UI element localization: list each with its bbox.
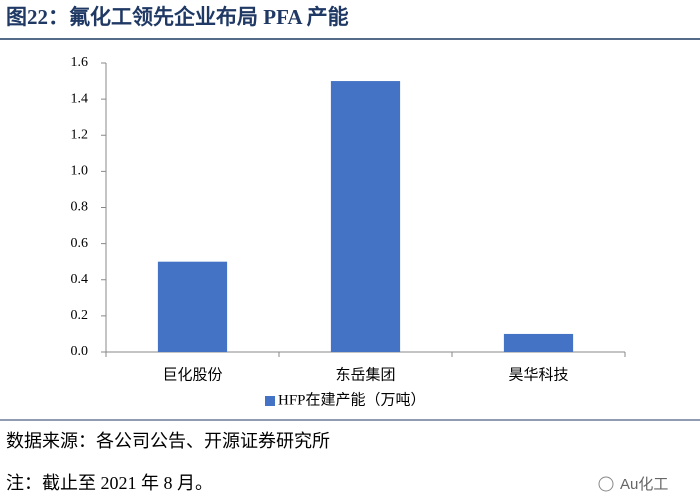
y-tick-label: 0.6 — [71, 236, 89, 251]
source: 数据来源：各公司公告、开源证券研究所 — [6, 431, 330, 451]
watermark-icon — [598, 476, 614, 492]
y-tick-label: 0.8 — [71, 200, 89, 215]
watermark: Au化工 — [620, 476, 668, 493]
note: 注：截止至 2021 年 8 月。 — [6, 473, 213, 493]
x-tick-label: 东岳集团 — [335, 366, 395, 383]
legend-swatch — [265, 396, 275, 406]
y-tick-label: 0.2 — [71, 308, 89, 323]
y-tick-label: 0.4 — [71, 272, 89, 287]
y-tick-label: 1.6 — [71, 55, 89, 70]
y-tick-label: 1.4 — [71, 91, 89, 106]
y-tick-label: 1.0 — [71, 164, 89, 179]
x-tick-label: 巨化股份 — [162, 366, 222, 383]
y-tick-label: 1.2 — [71, 127, 89, 142]
bar — [503, 333, 574, 352]
legend-label: HFP在建产能（万吨） — [278, 391, 426, 408]
chart-title: 图22：氟化工领先企业布局 PFA 产能 — [6, 5, 349, 29]
bar — [157, 261, 228, 352]
x-tick-label: 昊华科技 — [508, 366, 568, 383]
bar — [330, 81, 401, 352]
y-tick-label: 0.0 — [71, 344, 89, 359]
